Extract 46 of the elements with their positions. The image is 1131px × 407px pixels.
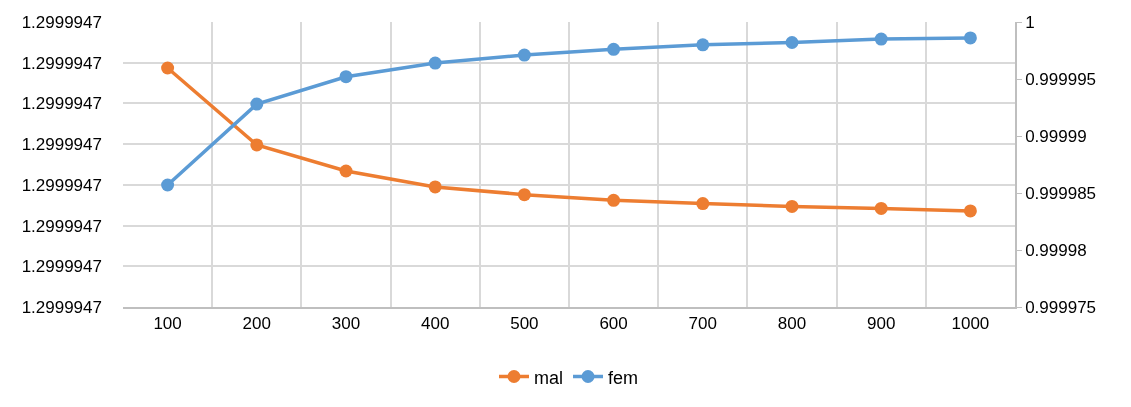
point	[517, 48, 531, 62]
point	[874, 201, 888, 215]
x-tick-label: 1000	[951, 314, 990, 334]
point	[517, 188, 531, 202]
y-tick-label: 1.2999947	[21, 94, 102, 114]
x-tick-label: 200	[242, 314, 271, 334]
x-tick-label: 400	[421, 314, 450, 334]
point	[874, 32, 888, 46]
y2-tick-label: 0.999975	[1025, 297, 1097, 317]
point	[250, 138, 264, 152]
x-tick-label: 900	[867, 314, 896, 334]
y-tick-label: 1.2999947	[21, 135, 102, 155]
y-tick-label: 1.2999947	[21, 53, 102, 73]
legend-label: mal	[534, 367, 564, 388]
y2-tick-label: 0.99998	[1025, 240, 1087, 260]
point	[339, 164, 353, 178]
y-tick-label: 1.2999947	[21, 12, 102, 32]
point	[161, 61, 175, 75]
y2-tick-label: 0.999995	[1025, 69, 1097, 89]
point	[963, 204, 977, 218]
x-tick-label: 600	[599, 314, 628, 334]
y-tick-label: 1.2999947	[21, 297, 102, 317]
y2-tick-label: 0.999985	[1025, 183, 1097, 203]
x-tick-label: 100	[153, 314, 182, 334]
y2-tick-label: 1	[1025, 12, 1035, 32]
y-tick-label: 1.2999947	[21, 257, 102, 277]
x-tick-label: 800	[777, 314, 807, 334]
y2-tick-label: 0.99999	[1025, 126, 1087, 146]
legend-label: fem	[608, 367, 639, 388]
y-tick-label: 1.2999947	[21, 175, 102, 195]
y-tick-label: 1.2999947	[21, 216, 102, 236]
x-tick-label: 500	[510, 314, 539, 334]
point	[428, 56, 442, 70]
point	[607, 193, 621, 207]
point	[161, 178, 175, 192]
point	[696, 38, 710, 52]
x-tick-label: 700	[688, 314, 717, 334]
point	[785, 36, 799, 50]
point	[428, 180, 442, 194]
point	[785, 199, 799, 213]
point	[250, 97, 264, 111]
point	[963, 31, 977, 45]
point	[607, 42, 621, 56]
point	[696, 197, 710, 211]
x-tick-label: 300	[331, 314, 361, 334]
point	[339, 70, 353, 84]
